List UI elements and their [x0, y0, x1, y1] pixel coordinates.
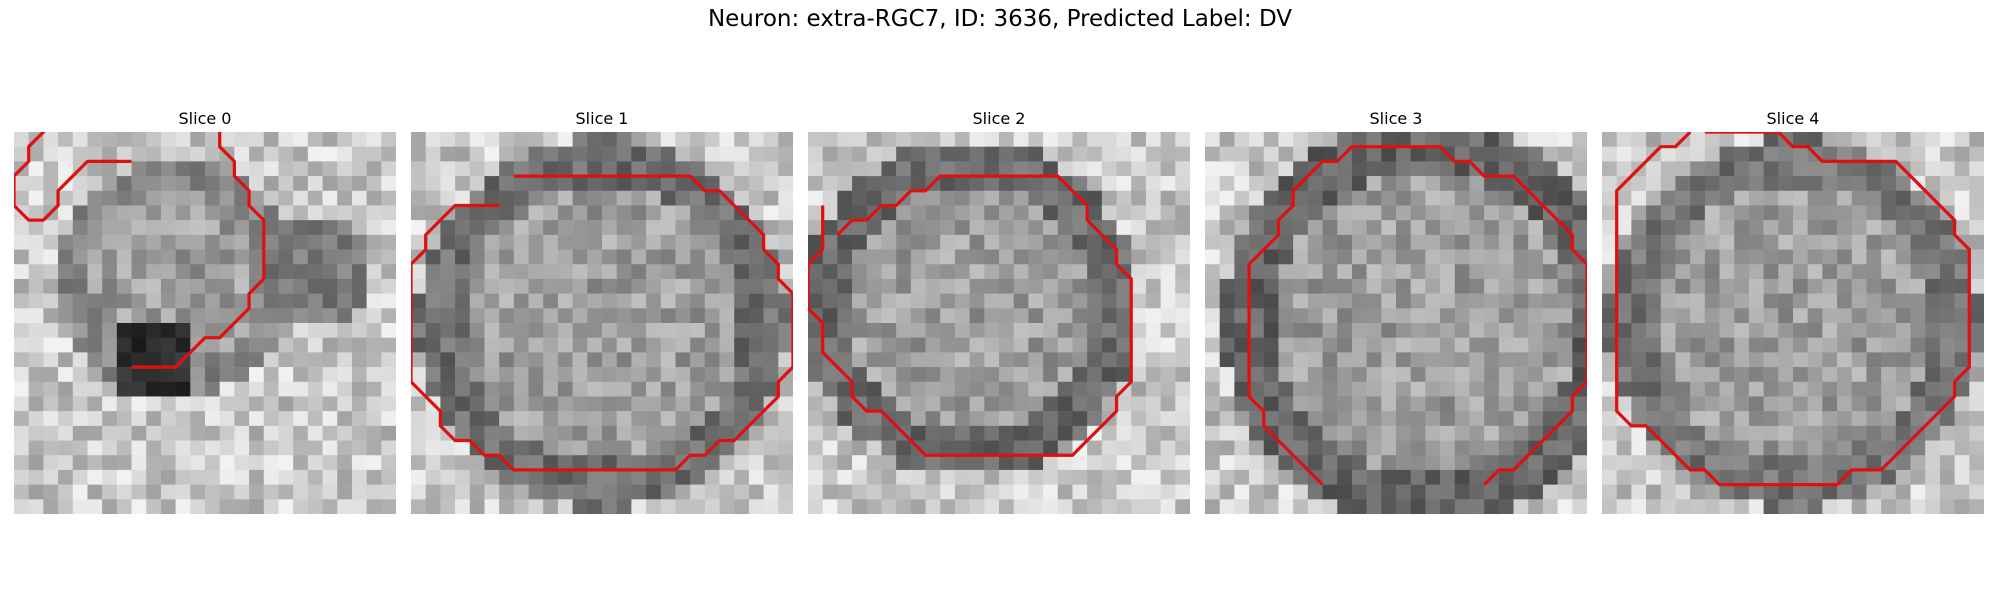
- slice-image: [1205, 132, 1587, 514]
- slice-image: [808, 132, 1190, 514]
- slice-title: Slice 3: [1369, 109, 1423, 128]
- pixel-grid: [14, 132, 396, 514]
- slice-image: [14, 132, 396, 514]
- slice-title: Slice 2: [972, 109, 1026, 128]
- slice-image: [1602, 132, 1984, 514]
- pixel-grid: [1602, 132, 1984, 514]
- slice-title: Slice 1: [575, 109, 629, 128]
- segmentation-contour: [1615, 132, 1971, 487]
- slice-panel-4: Slice 4: [1602, 108, 1984, 514]
- slice-title: Slice 0: [178, 109, 232, 128]
- slice-panel-2: Slice 2: [808, 108, 1190, 514]
- pixel-grid: [808, 132, 1190, 514]
- slice-image: [411, 132, 793, 514]
- pixel-grid: [1205, 132, 1587, 514]
- slice-panel-1: Slice 1: [411, 108, 793, 514]
- slice-panel-0: Slice 0: [14, 108, 396, 514]
- pixel-grid: [411, 132, 793, 514]
- segmentation-contour: [411, 174, 793, 472]
- slice-panel-3: Slice 3: [1205, 108, 1587, 514]
- segmentation-contour: [808, 174, 1133, 457]
- slice-title: Slice 4: [1766, 109, 1820, 128]
- segmentation-contour: [1247, 145, 1587, 486]
- segmentation-contour: [14, 132, 266, 369]
- figure-title: Neuron: extra-RGC7, ID: 3636, Predicted …: [707, 6, 1293, 32]
